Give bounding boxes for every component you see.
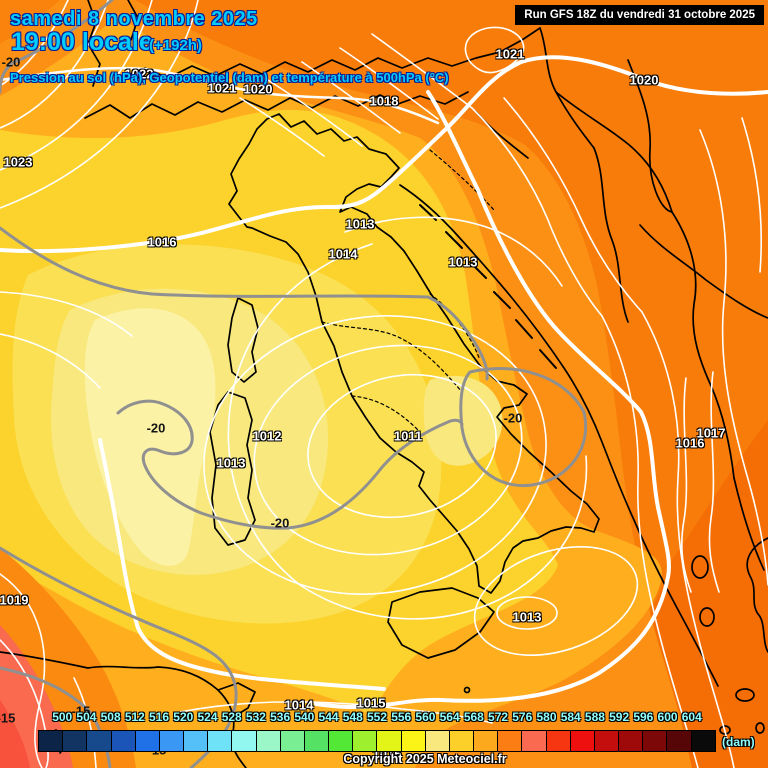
legend-color-cell [135,731,160,751]
legend-color-cell [329,731,354,751]
pressure-label: 1022 [124,66,154,82]
map-subtitle: Pression au sol (hPa), Geopotentiel (dam… [10,70,449,85]
legend-tick: 600 [657,710,678,724]
temperature-label: -15 [0,710,16,726]
legend-unit: (dam) [722,735,755,749]
isobar-lines-major [0,55,768,709]
legend-tick: 516 [149,710,170,724]
legend-color-cell [643,731,668,751]
legend-color-cell [39,731,64,751]
legend-tick: 532 [245,710,266,724]
legend-tick: 540 [294,710,315,724]
legend-tick: 584 [560,710,581,724]
pressure-label: 1015 [356,695,386,711]
pressure-label: 1020 [629,72,659,88]
model-run-info: Run GFS 18Z du vendredi 31 octobre 2025 [515,5,764,25]
legend-tick: 556 [391,710,412,724]
legend-tick: 592 [609,710,630,724]
legend-tick: 596 [633,710,654,724]
temperature-label: -20 [146,420,166,436]
legend-color-cell [208,731,233,751]
pressure-label: 1020 [243,81,273,97]
legend-tick: 552 [366,710,387,724]
legend-color-cell [159,731,185,751]
pressure-label: 1013 [345,216,375,232]
legend-color-cell [522,731,547,751]
legend-color-cell [280,731,305,751]
temperature-label: -15 [71,703,91,719]
legend-tick: 536 [270,710,291,724]
legend-color-cell [401,731,426,751]
temperature-label: -20 [503,410,523,426]
legend-color-cell [667,731,692,751]
pressure-label: 1018 [369,93,399,109]
legend-color-cell [691,731,715,751]
pressure-label: 1013 [216,455,246,471]
legend-color-cell [594,731,620,751]
legend-color-cell [87,731,112,751]
pressure-label: 1013 [448,254,478,270]
legend-tick: 520 [173,710,194,724]
legend-tick: 548 [342,710,363,724]
pressure-label: 1014 [284,697,314,713]
legend-tick: 544 [318,710,339,724]
legend-color-cell [546,731,571,751]
pressure-label: 1016 [675,435,705,451]
legend-color-cell [570,731,595,751]
legend-color-cell [111,731,136,751]
temperature-label: -20 [1,54,21,70]
forecast-date: samedi 8 novembre 2025 [10,8,258,30]
pressure-label: 1023 [3,154,33,170]
legend-color-cell [63,731,88,751]
legend-tick: 576 [512,710,533,724]
legend-color-cell [304,731,330,751]
legend-tick: 588 [584,710,605,724]
legend-tick: 512 [124,710,145,724]
pressure-label: 1021 [495,46,525,62]
legend-color-cell [449,731,475,751]
legend-tick: 560 [415,710,436,724]
legend-tick: 564 [439,710,460,724]
pressure-label: 1016 [147,234,177,250]
pressure-label: 1021 [207,80,237,96]
pressure-label: 1017 [696,425,726,441]
legend-color-cell [184,731,209,751]
legend-color-scale [38,730,716,752]
legend-color-cell [498,731,523,751]
legend-tick: 524 [197,710,218,724]
legend-color-cell [232,731,257,751]
legend-color-cell [353,731,378,751]
legend-tick: 500 [52,710,73,724]
pressure-label: 1011 [393,428,423,444]
legend-color-cell [474,731,499,751]
legend-color-cell [619,731,644,751]
legend-tick: 580 [536,710,557,724]
copyright-text: Copyright 2025 Meteociel.fr [343,752,507,766]
pressure-label: 1019 [0,592,29,608]
legend-color-cell [425,731,450,751]
legend-color-cell [256,731,281,751]
pressure-label: 1013 [512,609,542,625]
forecast-hour-offset: (+192h) [149,37,202,54]
legend-tick: 572 [488,710,509,724]
legend-tick: 568 [463,710,484,724]
pressure-label: 1012 [252,428,282,444]
legend-tick: 604 [681,710,702,724]
legend-tick: 504 [76,710,97,724]
forecast-time: 19:00 locale [11,28,153,56]
legend-tick: 528 [221,710,242,724]
pressure-label: 1014 [328,246,358,262]
legend-color-cell [377,731,402,751]
legend-tick: 508 [100,710,121,724]
temperature-label: -20 [270,515,290,531]
